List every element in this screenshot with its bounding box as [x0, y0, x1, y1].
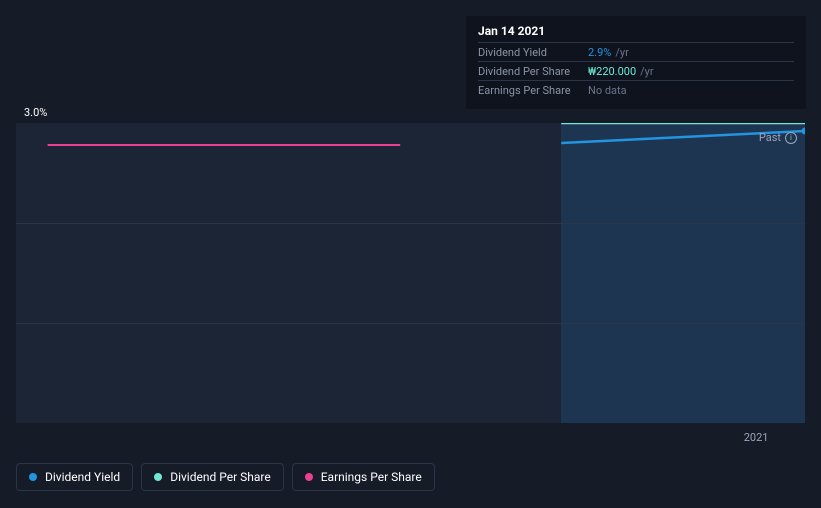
past-label: Past	[759, 131, 781, 144]
tooltip-row-label: Dividend Yield	[478, 46, 588, 59]
tooltip-row-dividend-yield: Dividend Yield 2.9% /yr	[478, 42, 794, 61]
legend-dot-icon	[29, 473, 37, 481]
tooltip-row-suffix: /yr	[615, 46, 628, 59]
tooltip-date: Jan 14 2021	[478, 24, 794, 42]
chart-lines-svg	[16, 123, 805, 423]
series-end-marker	[802, 128, 806, 135]
tooltip-row-label: Dividend Per Share	[478, 65, 588, 78]
legend-dot-icon	[154, 473, 162, 481]
legend-item-dividend-yield[interactable]: Dividend Yield	[16, 463, 133, 491]
dividend-chart: 3.0% 0% Past i 2021 Jan 14 2021 Dividend…	[16, 0, 805, 445]
chart-tooltip: Jan 14 2021 Dividend Yield 2.9% /yr Divi…	[466, 16, 806, 109]
tooltip-row-earnings-per-share: Earnings Per Share No data	[478, 80, 794, 99]
tooltip-row-dividend-per-share: Dividend Per Share ₩220.000 /yr	[478, 61, 794, 80]
y-axis-max-label: 3.0%	[24, 106, 47, 119]
plot-area[interactable]: Past i	[16, 123, 805, 423]
legend-dot-icon	[305, 473, 313, 481]
legend-label: Earnings Per Share	[321, 470, 422, 484]
tooltip-row-value: No data	[588, 84, 627, 97]
tooltip-row-value: ₩220.000	[588, 65, 636, 78]
tooltip-row-label: Earnings Per Share	[478, 84, 588, 97]
chart-legend: Dividend Yield Dividend Per Share Earnin…	[16, 463, 435, 491]
legend-item-earnings-per-share[interactable]: Earnings Per Share	[292, 463, 435, 491]
info-icon[interactable]: i	[785, 132, 797, 144]
tooltip-row-suffix: /yr	[640, 65, 653, 78]
x-axis-label: 2021	[744, 431, 769, 444]
legend-label: Dividend Yield	[45, 470, 120, 484]
tooltip-row-value: 2.9%	[588, 46, 611, 59]
past-label-group: Past i	[759, 131, 797, 144]
legend-item-dividend-per-share[interactable]: Dividend Per Share	[141, 463, 284, 491]
legend-label: Dividend Per Share	[170, 470, 271, 484]
